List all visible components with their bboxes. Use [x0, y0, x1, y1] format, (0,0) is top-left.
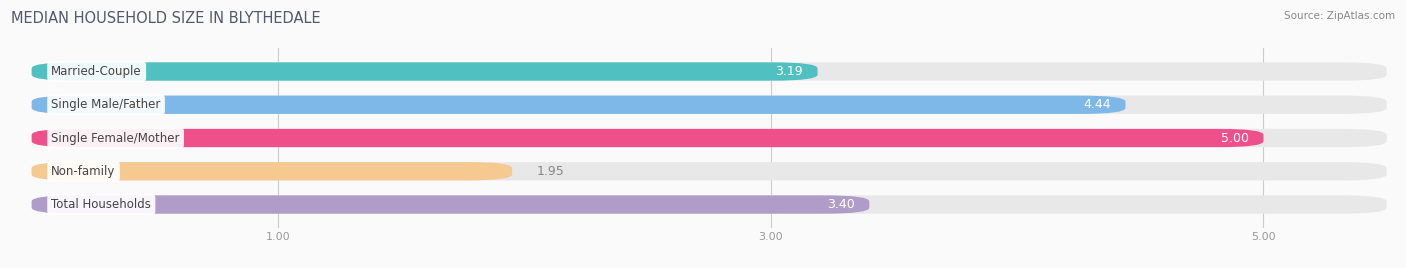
FancyBboxPatch shape: [32, 195, 869, 214]
Text: 5.00: 5.00: [1220, 132, 1249, 144]
FancyBboxPatch shape: [32, 96, 1386, 114]
Text: Single Female/Mother: Single Female/Mother: [52, 132, 180, 144]
Text: Source: ZipAtlas.com: Source: ZipAtlas.com: [1284, 11, 1395, 21]
Text: Married-Couple: Married-Couple: [52, 65, 142, 78]
Text: 1.95: 1.95: [537, 165, 564, 178]
Text: MEDIAN HOUSEHOLD SIZE IN BLYTHEDALE: MEDIAN HOUSEHOLD SIZE IN BLYTHEDALE: [11, 11, 321, 26]
FancyBboxPatch shape: [32, 129, 1264, 147]
FancyBboxPatch shape: [32, 195, 1386, 214]
Text: Non-family: Non-family: [52, 165, 115, 178]
FancyBboxPatch shape: [32, 62, 817, 81]
FancyBboxPatch shape: [32, 62, 1386, 81]
Text: 4.44: 4.44: [1083, 98, 1111, 111]
FancyBboxPatch shape: [32, 96, 1126, 114]
Text: 3.19: 3.19: [775, 65, 803, 78]
Text: Single Male/Father: Single Male/Father: [52, 98, 160, 111]
FancyBboxPatch shape: [32, 162, 1386, 180]
FancyBboxPatch shape: [32, 129, 1386, 147]
Text: 3.40: 3.40: [827, 198, 855, 211]
FancyBboxPatch shape: [32, 162, 512, 180]
Text: Total Households: Total Households: [52, 198, 152, 211]
